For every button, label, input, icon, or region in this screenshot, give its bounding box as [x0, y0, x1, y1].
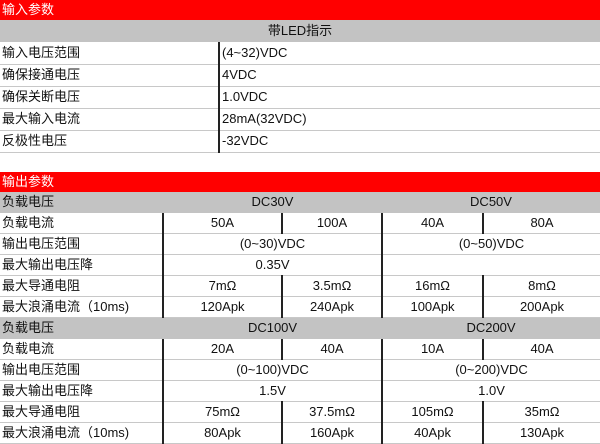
- param-value: (0~50)VDC: [382, 234, 600, 255]
- param-value: -32VDC: [219, 130, 600, 152]
- param-value: 200Apk: [483, 297, 600, 318]
- param-label: 输出电压范围: [0, 360, 163, 381]
- table-header-row: 带LED指示: [0, 20, 600, 42]
- param-value: 130Apk: [483, 423, 600, 444]
- voltage-header: DC100V: [163, 318, 382, 339]
- output-section-title: 输出参数: [0, 172, 600, 192]
- table-row: 输出电压范围(0~30)VDC(0~50)VDC: [0, 234, 600, 255]
- param-label: 最大导通电阻: [0, 276, 163, 297]
- param-value: 3.5mΩ: [282, 276, 382, 297]
- load-voltage-label: 负载电压: [0, 192, 163, 213]
- param-label: 最大浪涌电流（10ms): [0, 423, 163, 444]
- param-value: 1.0VDC: [219, 86, 600, 108]
- param-value: 40Apk: [382, 423, 483, 444]
- table-row: 反极性电压-32VDC: [0, 130, 600, 152]
- param-value: (0~100)VDC: [163, 360, 382, 381]
- param-value: 100Apk: [382, 297, 483, 318]
- param-value: 80Apk: [163, 423, 282, 444]
- param-value: 16mΩ: [382, 276, 483, 297]
- param-value: 40A: [282, 339, 382, 360]
- voltage-header: DC30V: [163, 192, 382, 213]
- param-value: 1.5V: [163, 381, 382, 402]
- param-value: [382, 255, 600, 276]
- param-label: 反极性电压: [0, 130, 219, 152]
- param-value: 40A: [483, 339, 600, 360]
- param-label: 确保接通电压: [0, 64, 219, 86]
- param-value: 8mΩ: [483, 276, 600, 297]
- param-label: 最大输出电压降: [0, 255, 163, 276]
- param-value: 7mΩ: [163, 276, 282, 297]
- param-value: 105mΩ: [382, 402, 483, 423]
- param-label: 确保关断电压: [0, 86, 219, 108]
- load-voltage-label: 负载电压: [0, 318, 163, 339]
- param-value: 40A: [382, 213, 483, 234]
- param-value: (4~32)VDC: [219, 42, 600, 64]
- param-value: 37.5mΩ: [282, 402, 382, 423]
- param-value: 1.0V: [382, 381, 600, 402]
- param-value: 75mΩ: [163, 402, 282, 423]
- param-value: 35mΩ: [483, 402, 600, 423]
- param-value: 100A: [282, 213, 382, 234]
- param-label: 最大输出电压降: [0, 381, 163, 402]
- param-label: 最大输入电流: [0, 108, 219, 130]
- param-value: 80A: [483, 213, 600, 234]
- param-value: 4VDC: [219, 64, 600, 86]
- param-value: (0~200)VDC: [382, 360, 600, 381]
- param-value: (0~30)VDC: [163, 234, 382, 255]
- input-section-title: 输入参数: [0, 0, 600, 20]
- param-value: 120Apk: [163, 297, 282, 318]
- param-label: 负载电流: [0, 339, 163, 360]
- param-value: 28mA(32VDC): [219, 108, 600, 130]
- param-label: 输入电压范围: [0, 42, 219, 64]
- led-indicator-header: 带LED指示: [0, 20, 600, 42]
- param-label: 最大导通电阻: [0, 402, 163, 423]
- param-label: 负载电流: [0, 213, 163, 234]
- param-value: 240Apk: [282, 297, 382, 318]
- param-value: 10A: [382, 339, 483, 360]
- table-row: 输出电压范围(0~100)VDC(0~200)VDC: [0, 360, 600, 381]
- param-value: 50A: [163, 213, 282, 234]
- table-row: 输入电压范围(4~32)VDC: [0, 42, 600, 64]
- param-label: 输出电压范围: [0, 234, 163, 255]
- voltage-header: DC200V: [382, 318, 600, 339]
- voltage-header: DC50V: [382, 192, 600, 213]
- param-value: 0.35V: [163, 255, 382, 276]
- param-label: 最大浪涌电流（10ms): [0, 297, 163, 318]
- param-value: 160Apk: [282, 423, 382, 444]
- param-value: 20A: [163, 339, 282, 360]
